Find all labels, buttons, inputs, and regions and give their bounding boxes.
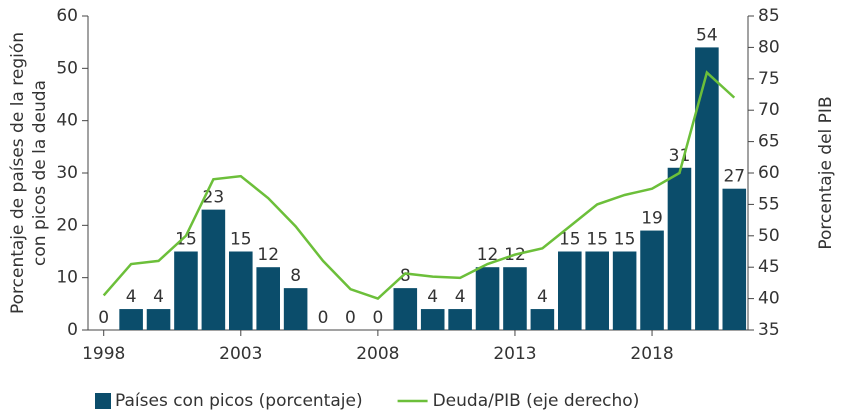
legend-swatch xyxy=(95,393,111,409)
bar xyxy=(201,209,226,330)
bar-value-label: 4 xyxy=(153,287,164,307)
bar-value-label: 19 xyxy=(641,209,663,229)
y2-tick-label: 60 xyxy=(758,163,780,183)
bar-value-label: 4 xyxy=(126,287,137,307)
x-tick-label: 2013 xyxy=(493,344,536,364)
x-tick-label: 2018 xyxy=(630,344,673,364)
y-axis-title: Porcentaje de países de la región xyxy=(8,32,28,314)
bar xyxy=(448,309,472,330)
bar xyxy=(146,309,171,330)
bar xyxy=(640,230,664,330)
bar xyxy=(420,309,445,330)
bar-value-label: 12 xyxy=(477,245,499,265)
bar-value-label: 8 xyxy=(400,266,411,286)
bar-value-label: 15 xyxy=(614,230,636,250)
y2-tick-label: 35 xyxy=(758,320,780,340)
bar-value-label: 4 xyxy=(537,287,548,307)
legend-label: Países con picos (porcentaje) xyxy=(115,391,363,411)
y2-tick-label: 70 xyxy=(758,100,780,120)
x-tick-label: 2003 xyxy=(219,344,262,364)
bar-value-label: 8 xyxy=(290,266,301,286)
y2-tick-label: 85 xyxy=(758,6,780,26)
y-tick-label: 10 xyxy=(56,268,78,288)
y2-tick-label: 40 xyxy=(758,289,780,309)
bar xyxy=(667,167,692,330)
y2-tick-label: 80 xyxy=(758,37,780,57)
x-tick-label: 2008 xyxy=(356,344,399,364)
bar-value-label: 0 xyxy=(372,308,383,328)
bar-value-label: 4 xyxy=(427,287,438,307)
y2-axis-title: Porcentaje del PIB xyxy=(816,96,836,249)
bar xyxy=(503,267,527,330)
y-tick-label: 0 xyxy=(67,320,78,340)
y2-tick-label: 75 xyxy=(758,69,780,89)
y2-tick-label: 50 xyxy=(758,226,780,246)
bar xyxy=(174,251,198,330)
y-tick-label: 40 xyxy=(56,111,78,131)
bar-value-label: 4 xyxy=(455,287,466,307)
bar xyxy=(585,251,609,330)
bar-value-label: 15 xyxy=(175,230,197,250)
y-tick-label: 20 xyxy=(56,215,78,235)
y2-tick-label: 65 xyxy=(758,132,780,152)
bar-value-label: 15 xyxy=(559,230,581,250)
bar-value-label: 54 xyxy=(696,25,718,45)
y-tick-label: 60 xyxy=(56,6,78,26)
bar xyxy=(119,309,143,330)
bar-value-label: 0 xyxy=(318,308,329,328)
bar xyxy=(695,47,719,331)
bar-value-label: 0 xyxy=(98,308,109,328)
y-tick-label: 50 xyxy=(56,58,78,78)
line xyxy=(102,70,736,301)
bar xyxy=(530,309,555,330)
bar-value-label: 15 xyxy=(586,230,608,250)
y-axis-title: con picos de la deuda xyxy=(30,80,50,266)
bar xyxy=(283,288,308,330)
bar-value-label: 27 xyxy=(723,167,745,187)
bar xyxy=(722,188,747,330)
bar xyxy=(475,267,500,330)
y2-tick-label: 45 xyxy=(758,257,780,277)
x-tick-label: 1998 xyxy=(82,344,125,364)
bar xyxy=(558,251,582,330)
bar xyxy=(612,251,637,330)
y2-tick-label: 55 xyxy=(758,194,780,214)
bar xyxy=(229,251,253,330)
legend-label: Deuda/PIB (eje derecho) xyxy=(433,391,640,411)
bar-value-label: 0 xyxy=(345,308,356,328)
bar xyxy=(393,288,418,330)
bar xyxy=(256,267,280,330)
bar-value-label: 12 xyxy=(257,245,279,265)
y-tick-label: 30 xyxy=(56,163,78,183)
bar-value-label: 15 xyxy=(230,230,252,250)
